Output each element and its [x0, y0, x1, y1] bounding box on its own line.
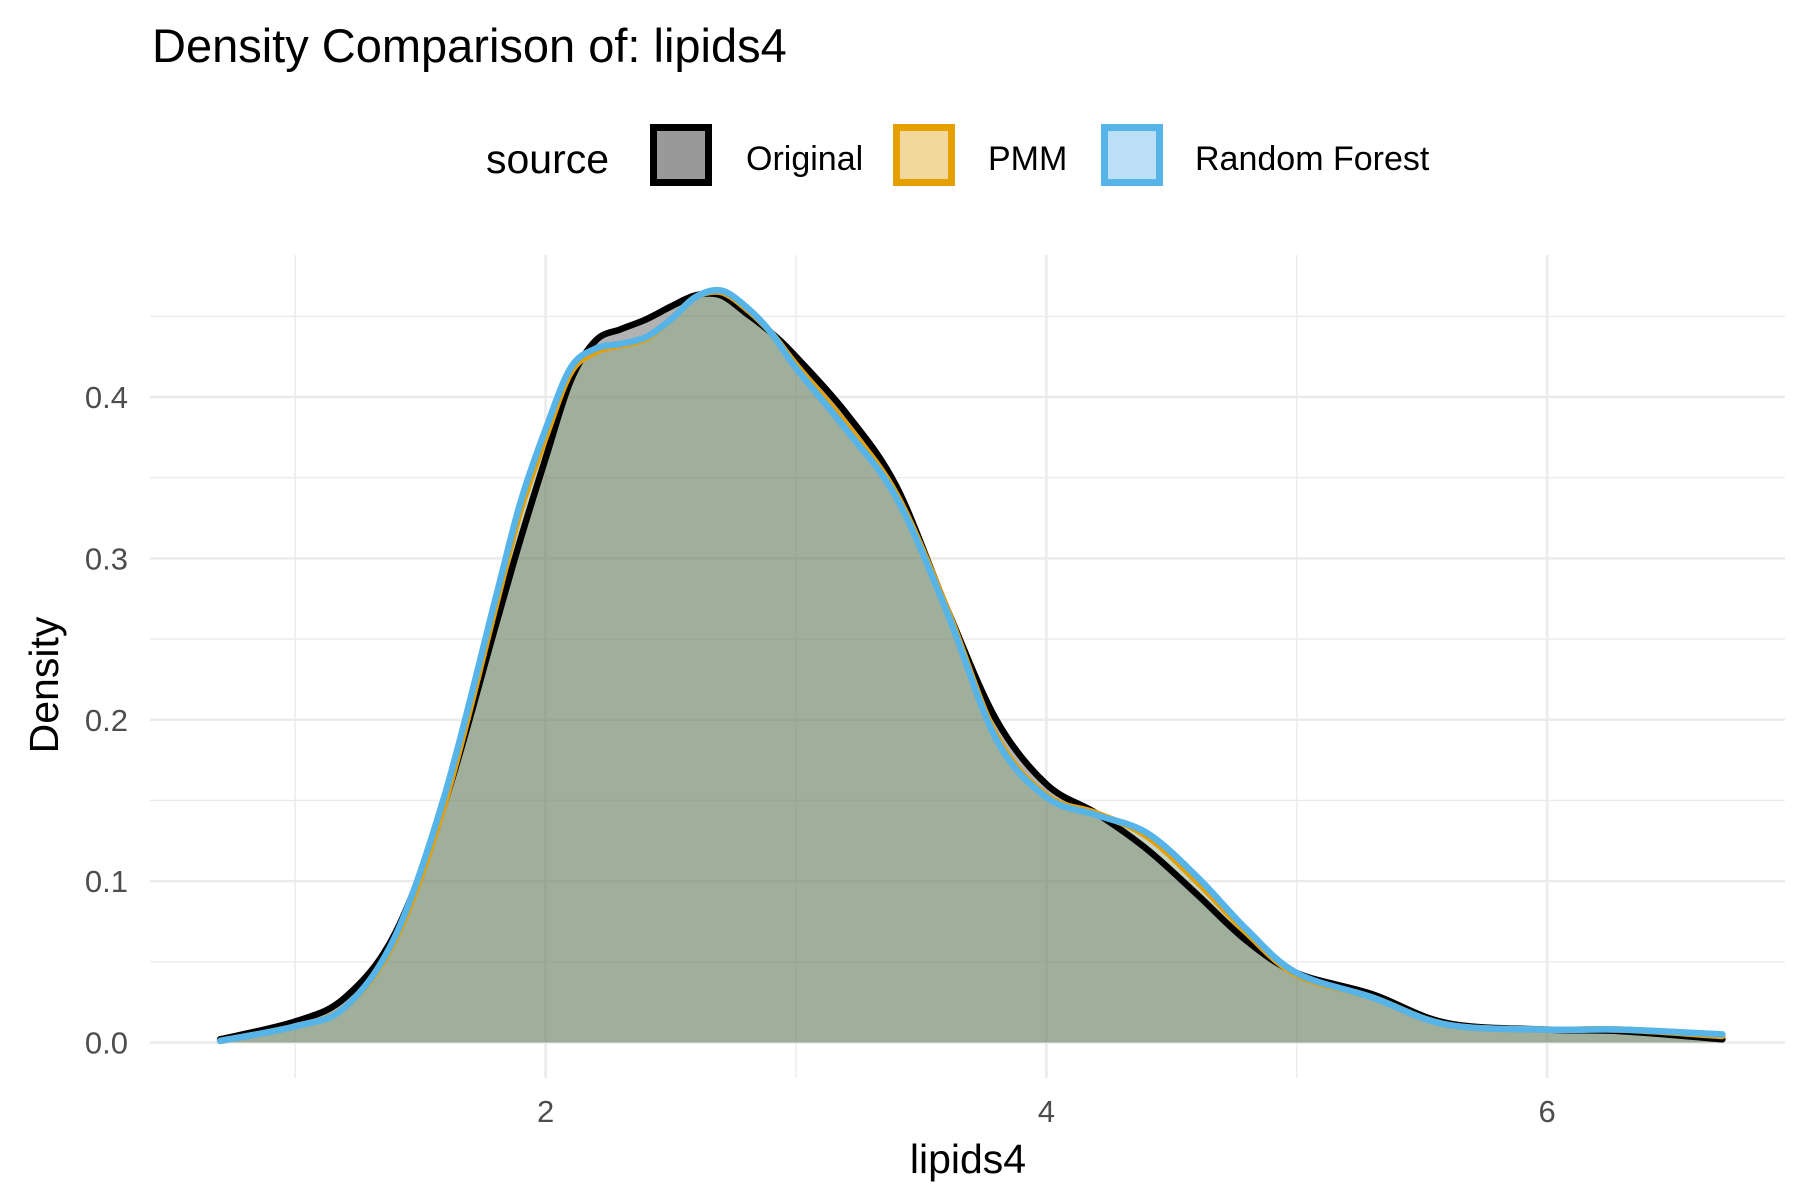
legend-key-random-forest: [1101, 124, 1163, 186]
y-tick-label: 0.1: [85, 864, 128, 899]
axes: 0.0 0.1 0.2 0.3 0.4 2 4 6: [85, 380, 1556, 1129]
y-tick-label: 0.3: [85, 541, 128, 576]
y-tick-label: 0.0: [85, 1025, 128, 1060]
density-area-pmm: [220, 291, 1723, 1043]
density-lines: [216, 286, 1726, 1045]
legend: source Original PMM Random Forest: [0, 118, 1800, 198]
chart-title: Density Comparison of: lipids4: [152, 19, 787, 72]
x-tick-label: 2: [537, 1094, 554, 1129]
y-tick-label: 0.2: [85, 703, 128, 738]
x-tick-label: 4: [1038, 1094, 1055, 1129]
y-axis-label: Density: [21, 616, 67, 753]
legend-key-original: [650, 124, 712, 186]
x-axis-label: lipids4: [910, 1136, 1026, 1182]
legend-label-random-forest: Random Forest: [1195, 140, 1430, 178]
x-tick-label: 6: [1539, 1094, 1556, 1129]
legend-label-pmm: PMM: [988, 140, 1068, 178]
legend-key-pmm: [893, 124, 955, 186]
density-line-random-forest: [216, 286, 1726, 1045]
density-area-random-forest: [220, 290, 1723, 1043]
y-tick-label: 0.4: [85, 380, 128, 415]
legend-label-original: Original: [746, 140, 864, 178]
legend-title: source: [486, 136, 610, 182]
